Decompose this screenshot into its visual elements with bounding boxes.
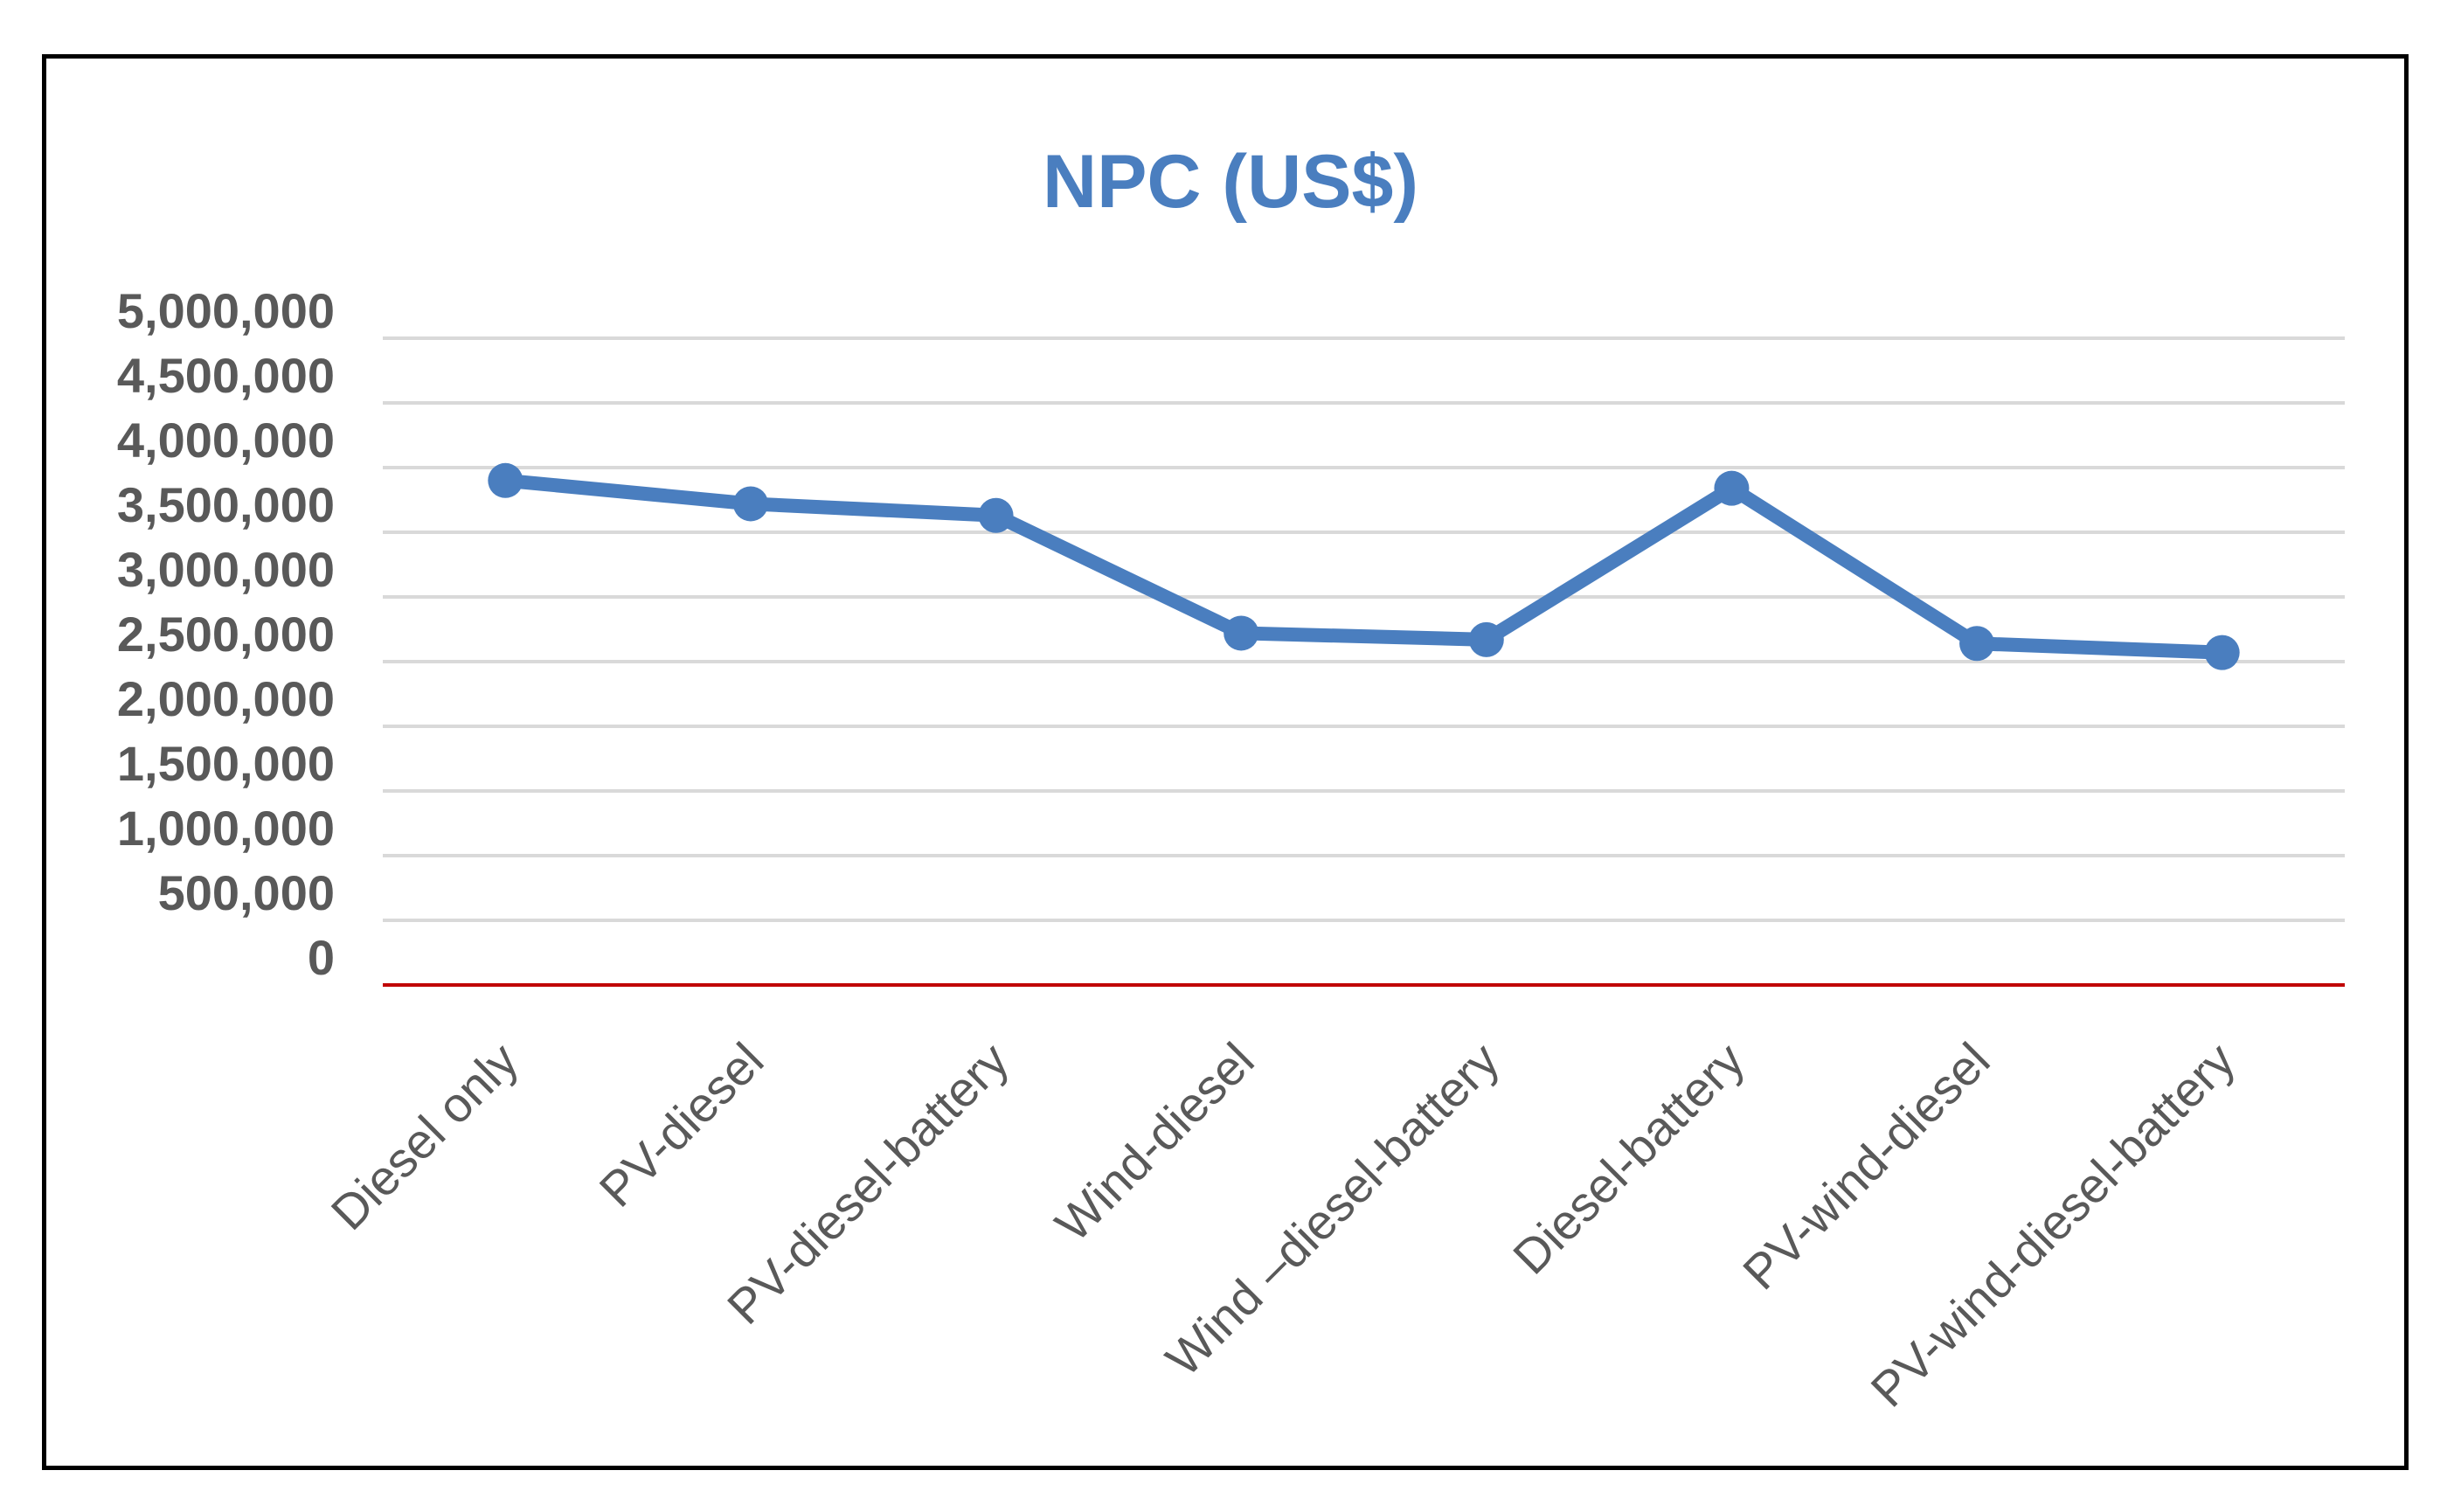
series-npc (488, 462, 2240, 670)
y-tick-label: 1,500,000 (117, 736, 335, 791)
y-tick-label: 2,000,000 (117, 671, 335, 726)
y-tick-label: 5,000,000 (117, 283, 335, 338)
chart-frame: NPC (US$) 0 500,000 1,000,000 1,500,000 2,00… (42, 54, 2409, 1470)
data-point (978, 497, 1014, 533)
x-tick-label: Diesel-battery (1502, 1032, 1755, 1285)
y-tick-label: 500,000 (158, 865, 335, 920)
data-point (1224, 615, 1259, 651)
line-chart: NPC (US$) 0 500,000 1,000,000 1,500,000 2,00… (117, 140, 2345, 1418)
series-line (498, 473, 2229, 660)
y-tick-label: 3,000,000 (117, 542, 335, 597)
data-point (1468, 621, 1504, 657)
data-point (488, 462, 523, 498)
x-tick-label: Diesel only (321, 1032, 529, 1240)
x-tick-label: PV-diesel (589, 1032, 774, 1217)
y-axis-ticks: 0 500,000 1,000,000 1,500,000 2,000,000 2,500… (117, 283, 335, 985)
y-tick-label: 2,500,000 (117, 607, 335, 662)
chart-title: NPC (US$) (1043, 140, 1418, 224)
data-point (1714, 470, 1750, 506)
y-tick-label: 4,500,000 (117, 348, 335, 403)
x-tick-label: PV-wind-diesel (1732, 1032, 2000, 1300)
y-tick-label: 0 (308, 930, 335, 985)
data-point (2204, 635, 2240, 670)
y-tick-label: 4,000,000 (117, 413, 335, 468)
y-tick-label: 3,500,000 (117, 477, 335, 532)
gridlines (383, 336, 2345, 922)
data-point (732, 486, 768, 522)
x-tick-label: Wind-diesel (1044, 1032, 1264, 1252)
data-point (1959, 626, 1995, 662)
y-tick-label: 1,000,000 (117, 801, 335, 856)
